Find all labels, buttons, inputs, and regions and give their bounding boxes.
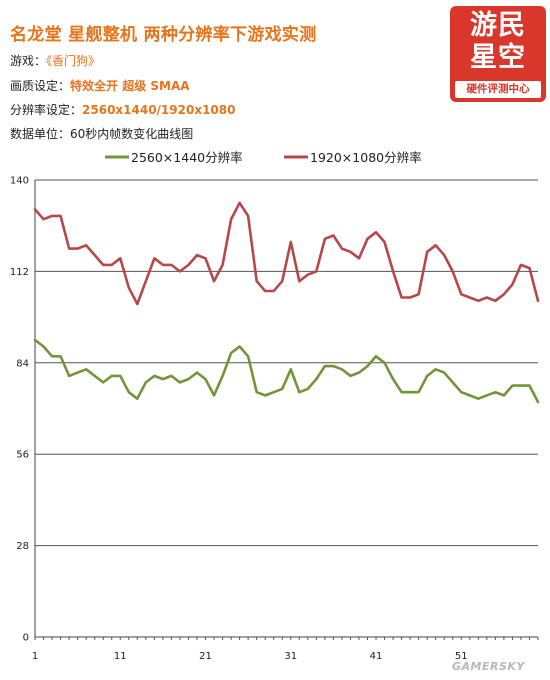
- unit-value: 60秒内帧数变化曲线图: [70, 127, 194, 141]
- series-line-1: [33, 338, 540, 404]
- x-tick-label-1: 1: [32, 651, 38, 662]
- y-tick-label-28: 28: [16, 541, 29, 552]
- logo-line-3: 硬件评测中心: [455, 81, 541, 98]
- y-tick-label-84: 84: [16, 358, 29, 369]
- series-line-2: [33, 201, 540, 306]
- resolution-value: 2560x1440/1920x1080: [82, 103, 236, 117]
- logo-line-1: 游民: [470, 10, 526, 41]
- resolution-info: 分辨率设定：2560x1440/1920x1080: [10, 101, 235, 118]
- watermark: GAMERSKY: [452, 660, 525, 673]
- x-tick-label-51: 51: [455, 651, 468, 662]
- x-tick-label-31: 31: [284, 651, 297, 662]
- quality-value: 特效全开 超级 SMAA: [70, 79, 190, 93]
- y-tick-label-112: 112: [10, 267, 29, 278]
- legend-label-1: 2560×1440分辨率: [131, 150, 243, 165]
- unit-label: 数据单位：: [10, 127, 71, 141]
- y-tick-label-56: 56: [16, 450, 29, 461]
- resolution-label: 分辨率设定：: [10, 103, 83, 117]
- quality-info: 画质设定：特效全开 超级 SMAA: [10, 77, 190, 94]
- legend-label-2: 1920×1080分辨率: [310, 150, 422, 165]
- game-label: 游戏：: [10, 54, 47, 68]
- y-tick-label-140: 140: [10, 176, 29, 187]
- gamersky-logo: 游民 星空 硬件评测中心: [450, 6, 546, 102]
- x-tick-label-11: 11: [114, 651, 127, 662]
- quality-label: 画质设定：: [10, 79, 71, 93]
- logo-line-2: 星空: [470, 42, 526, 73]
- page-title: 名龙堂 星舰整机 两种分辨率下游戏实测: [10, 25, 317, 45]
- y-tick-label-0: 0: [23, 633, 29, 644]
- game-value: 《香门狗》: [46, 54, 101, 68]
- x-tick-label-21: 21: [199, 651, 212, 662]
- game-info: 游戏：《香门狗》: [10, 52, 100, 69]
- unit-info: 数据单位：60秒内帧数变化曲线图: [10, 125, 193, 142]
- x-tick-label-41: 41: [370, 651, 383, 662]
